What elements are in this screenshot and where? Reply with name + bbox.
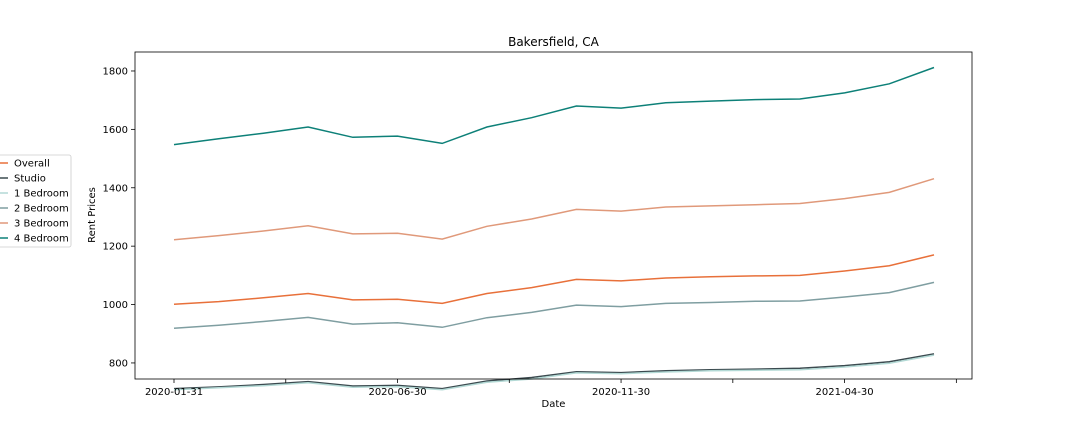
- legend-label: Studio: [14, 174, 46, 185]
- legend-label: 2 Bedroom: [14, 204, 69, 215]
- legend-label: 4 Bedroom: [14, 234, 69, 245]
- x-tick-label: 2020-06-30: [368, 387, 426, 398]
- legend-label: 1 Bedroom: [14, 189, 69, 200]
- series-line-overall: [173, 254, 935, 306]
- x-tick-label: 2021-04-30: [816, 387, 874, 398]
- series-line-2-bedroom: [173, 281, 935, 329]
- y-tick-label: 800: [109, 358, 128, 369]
- x-tick-label: 2020-11-30: [592, 387, 650, 398]
- y-tick-label: 1800: [103, 66, 128, 77]
- legend-label: 3 Bedroom: [14, 219, 69, 230]
- legend: Overall Studio 1 Bedroom 2 Bedroom 3 Bedroom…: [0, 154, 72, 248]
- x-axis: 2020-01-31 2020-06-30 2020-11-30 2021-04-30: [145, 379, 957, 398]
- y-tick-label: 1200: [103, 242, 128, 253]
- plot-frame: [134, 51, 973, 380]
- y-axis-label: Rent Prices: [87, 187, 98, 243]
- y-tick-label: 1400: [103, 183, 128, 194]
- series-line-1-bedroom: [173, 354, 935, 391]
- series-line-studio: [173, 353, 935, 390]
- chart-title: Bakersfield, CA: [508, 35, 600, 49]
- y-axis: 800 1000 1200 1400 1600 1800: [103, 66, 135, 369]
- series-line-4-bedroom: [173, 66, 935, 146]
- y-tick-label: 1600: [103, 125, 128, 136]
- plot-area: [173, 66, 935, 391]
- legend-label: Overall: [14, 159, 50, 170]
- x-axis-label: Date: [542, 399, 566, 410]
- x-tick-label: 2020-01-31: [145, 387, 203, 398]
- y-tick-label: 1000: [103, 300, 128, 311]
- legend-box: [0, 154, 72, 248]
- series-line-3-bedroom: [173, 177, 935, 241]
